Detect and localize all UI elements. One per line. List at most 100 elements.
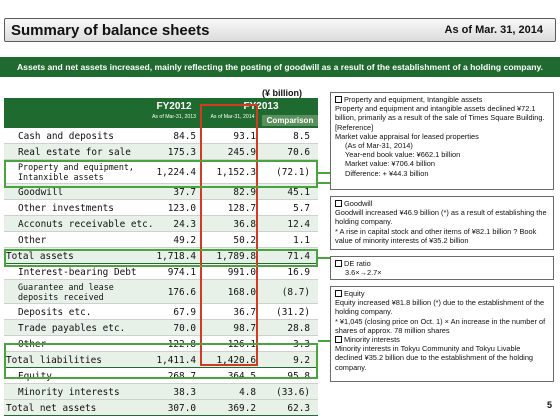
note-text: * ¥1,045 (closing price on Oct. 1) × An … <box>335 316 546 335</box>
note-text: [Reference] <box>335 122 374 132</box>
comparison-value: 28.8 <box>287 323 310 334</box>
page-number: 5 <box>546 400 552 410</box>
fy2012-value: 1,224.4 <box>156 167 196 178</box>
checkbox-icon <box>335 336 342 344</box>
comparison-value: 62.3 <box>287 403 310 414</box>
fy2012-value: 175.3 <box>167 147 196 158</box>
note-text: (As of Mar-31, 2014) <box>345 141 413 151</box>
fy2013-value: 82.9 <box>233 187 256 198</box>
fy2012-value: 307.0 <box>167 403 196 414</box>
fy2012-value: 37.7 <box>173 187 196 198</box>
col-fy2012: FY2012 <box>156 101 192 112</box>
row-label: Minority interests <box>18 387 120 398</box>
comparison-value: 9.2 <box>293 355 310 366</box>
note-de-ratio: DE ratio 3.6×→2.7× <box>330 256 554 280</box>
fy2013-value: 126.1 <box>227 339 256 350</box>
fy2012-value: 1,718.4 <box>156 251 196 262</box>
fy2012-value: 974.1 <box>167 267 196 278</box>
fy2013-value: 36.8 <box>233 219 256 230</box>
note-text: Difference: + ¥44.3 billion <box>345 168 429 178</box>
row-label: Interest-bearing Debt <box>18 267 137 278</box>
table-row: Trade payables etc. 70.0 98.7 28.8 <box>4 320 318 336</box>
fy2013-value: 245.9 <box>227 147 256 158</box>
checkbox-icon <box>335 290 342 297</box>
comparison-value: 45.1 <box>287 187 310 198</box>
row-label: Trade payables etc. <box>18 323 126 334</box>
fy2013-value: 50.2 <box>233 235 256 246</box>
comparison-value: 5.7 <box>293 203 310 214</box>
summary-banner: Assets and net assets increased, mainly … <box>0 57 560 77</box>
table-row: Interest-bearing Debt 974.1 991.0 16.9 <box>4 264 318 280</box>
comparison-value: 70.6 <box>287 147 310 158</box>
page-title: Summary of balance sheets <box>11 22 210 39</box>
table-row: Equity 268.7 364.5 95.8 <box>4 368 318 384</box>
comparison-value: 8.5 <box>293 131 310 142</box>
row-label: Total liabilities <box>6 355 102 366</box>
table-row: Property and equipment, Intanxible asset… <box>4 160 318 184</box>
col-comparison: Comparison <box>262 115 318 126</box>
table-row: Guarantee and lease deposits received 17… <box>4 280 318 304</box>
fy2013-value: 1,420.6 <box>216 355 256 366</box>
total-row: Total liabilities 1,411.4 1,420.6 9.2 <box>4 352 318 368</box>
note-ppe: Property and equipment, Intangible asset… <box>330 92 554 190</box>
table-row: Acconuts receivable etc. 24.3 36.8 12.4 <box>4 216 318 232</box>
fy2013-value: 36.7 <box>233 307 256 318</box>
fy2012-value: 123.0 <box>167 203 196 214</box>
comparison-value: 3.3 <box>293 339 310 350</box>
fy2012-value: 176.6 <box>167 287 196 298</box>
note-text: Market value appraisal for leased proper… <box>335 131 479 141</box>
comparison-value: 95.8 <box>287 371 310 382</box>
note-goodwill: Goodwill Goodwill increased ¥46.9 billio… <box>330 196 554 250</box>
row-label: Total assets <box>6 251 74 262</box>
note-text: Minority interests in Tokyu Community an… <box>335 344 534 372</box>
row-label: Property and equipment, Intanxible asset… <box>18 162 134 182</box>
checkbox-icon <box>335 200 342 207</box>
fy2012-value: 268.7 <box>167 371 196 382</box>
note-heading: Minority interests <box>344 335 400 345</box>
col-fy2012-date: As of Mar-31, 2013 <box>151 114 197 120</box>
col-fy2013: FY2013 <box>243 101 279 112</box>
note-text: Market value: ¥706.4 billion <box>345 159 435 169</box>
table-row: Deposits etc. 67.9 36.7 (31.2) <box>4 304 318 320</box>
table-row: Other investments 123.0 128.7 5.7 <box>4 200 318 216</box>
fy2013-value: 369.2 <box>227 403 256 414</box>
row-label: Other <box>18 339 47 350</box>
fy2013-value: 168.0 <box>227 287 256 298</box>
table-row: Real estate for sale 175.3 245.9 70.6 <box>4 144 318 160</box>
unit-label: (¥ billion) <box>262 88 302 98</box>
table-row: Other 122.8 126.1 3.3 <box>4 336 318 352</box>
connector-de <box>318 257 330 259</box>
fy2013-value: 364.5 <box>227 371 256 382</box>
comparison-value: (33.6) <box>276 387 310 398</box>
table-header: FY2012 FY2013 As of Mar-31, 2013 As of M… <box>4 98 318 128</box>
fy2012-value: 122.8 <box>167 339 196 350</box>
row-label: Deposits etc. <box>18 307 92 318</box>
table-row: Other 49.2 50.2 1.1 <box>4 232 318 248</box>
table-row: Goodwill 37.7 82.9 45.1 <box>4 184 318 200</box>
note-heading: Equity <box>344 289 365 298</box>
note-text: Year-end book value: ¥662.1 billion <box>345 150 461 160</box>
comparison-value: 71.4 <box>287 251 310 262</box>
comparison-value: 16.9 <box>287 267 310 278</box>
comparison-value: (8.7) <box>281 287 310 298</box>
table-row: Minority interests 38.3 4.8 (33.6) <box>4 384 318 400</box>
note-heading: Property and equipment, Intangible asset… <box>344 95 483 104</box>
note-heading: DE ratio <box>344 259 371 268</box>
fy2012-value: 70.0 <box>173 323 196 334</box>
row-label: Guarantee and lease deposits received <box>18 282 114 302</box>
comparison-value: (31.2) <box>276 307 310 318</box>
fy2013-value: 4.8 <box>239 387 256 398</box>
fy2013-value: 98.7 <box>233 323 256 334</box>
table-row: Cash and deposits 84.5 93.1 8.5 <box>4 128 318 144</box>
row-label: Other <box>18 235 47 246</box>
comparison-value: 12.4 <box>287 219 310 230</box>
fy2012-value: 84.5 <box>173 131 196 142</box>
row-label: Total net assets <box>6 403 97 414</box>
row-label: Equity <box>18 371 52 382</box>
row-label: Other investments <box>18 203 114 214</box>
col-fy2013-date: As of Mar-31, 2014 <box>210 114 255 120</box>
total-row: Total net assets 307.0 369.2 62.3 <box>4 400 318 416</box>
note-text: Goodwill increased ¥46.9 billion (*) as … <box>335 208 547 227</box>
connector-ppe <box>318 172 330 174</box>
checkbox-icon <box>335 96 342 103</box>
